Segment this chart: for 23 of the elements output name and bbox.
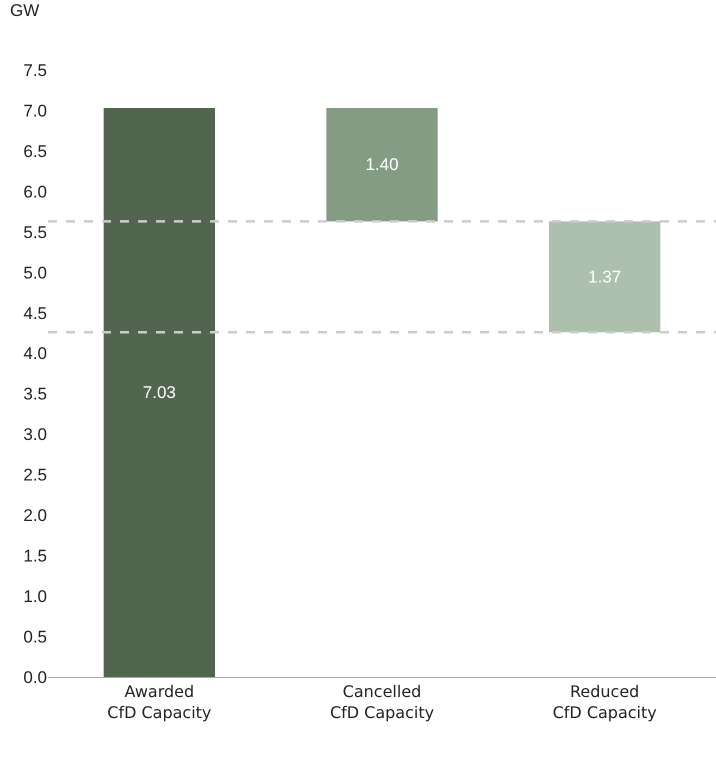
y-tick-label: 3.5: [23, 384, 47, 404]
y-tick-label: 0.0: [23, 668, 47, 687]
y-tick-label: 1.5: [23, 546, 47, 566]
y-tick-label: 2.0: [23, 506, 47, 526]
y-tick-label: 7.0: [23, 101, 47, 120]
x-tick-label: Cancelled CfD Capacity: [330, 682, 434, 722]
y-tick-label: 7.5: [23, 60, 47, 80]
data-label: 1.40: [365, 155, 399, 174]
y-tick-label: 3.0: [23, 425, 47, 444]
x-tick-label: Awarded CfD Capacity: [107, 682, 212, 722]
data-label: 7.03: [142, 383, 176, 402]
y-tick-label: 0.5: [23, 627, 47, 646]
y-tick-label: 4.5: [23, 304, 47, 323]
y-tick-label: 6.0: [23, 182, 47, 202]
y-tick-label: 6.5: [23, 142, 47, 161]
data-label: 1.37: [588, 267, 622, 286]
y-tick-label: 1.0: [23, 587, 47, 606]
x-tick-label: Reduced CfD Capacity: [552, 682, 657, 722]
y-tick-label: 5.5: [23, 222, 47, 242]
y-tick-label: 4.0: [23, 344, 47, 364]
y-tick-label: 5.0: [23, 263, 47, 282]
y-axis-title: GW: [10, 1, 40, 20]
y-tick-label: 2.5: [23, 466, 47, 485]
